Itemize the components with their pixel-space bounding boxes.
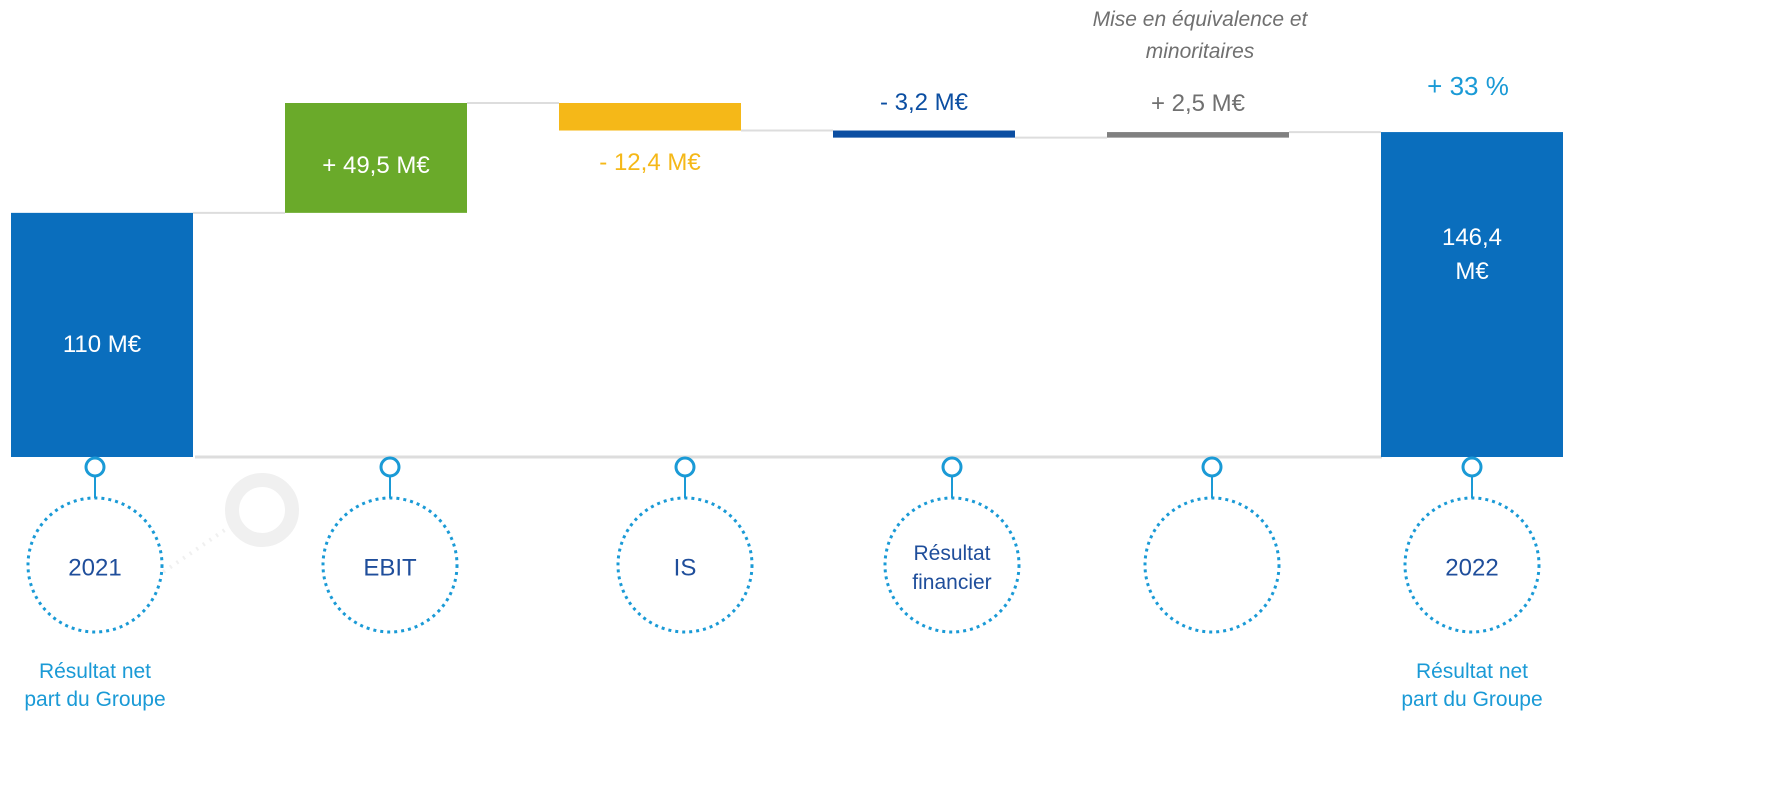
category-label: IS	[673, 554, 697, 582]
marker-dot	[941, 456, 963, 478]
category-label: 2021	[68, 554, 122, 582]
marker-dot	[1201, 456, 1223, 478]
category-label: EBIT	[363, 554, 417, 582]
bar	[1107, 132, 1289, 138]
marker-dot	[1461, 456, 1483, 478]
category-circle	[26, 496, 164, 634]
value-label: - 3,2 M€	[879, 88, 969, 116]
value-label: 146,4 M€	[1441, 223, 1503, 285]
decoration	[135, 523, 234, 592]
category-label: 2022	[1445, 554, 1499, 582]
bar	[1381, 132, 1563, 457]
annotation: + 33 %	[1427, 71, 1509, 101]
decoration	[225, 473, 299, 547]
value-label: - 12,4 M€	[599, 148, 701, 176]
bar	[559, 103, 741, 131]
category-circle	[321, 496, 459, 634]
category-circle	[1143, 496, 1281, 634]
category-circle	[616, 496, 754, 634]
category-circle	[1403, 496, 1541, 634]
subtitle: Résultat net part du Groupe	[1401, 660, 1543, 711]
subtitle: Résultat net part du Groupe	[24, 660, 166, 711]
marker-dot	[84, 456, 106, 478]
category-label: Résultat financier	[912, 542, 992, 594]
value-label: + 49,5 M€	[322, 151, 430, 179]
marker-dot	[379, 456, 401, 478]
value-label: 110 M€	[62, 330, 142, 358]
bar	[833, 130, 1015, 138]
marker-dot	[674, 456, 696, 478]
annotation: Mise en équivalence et minoritaires	[1092, 8, 1308, 63]
value-label: + 2,5 M€	[1150, 90, 1246, 118]
bar	[285, 103, 467, 213]
bar	[11, 212, 193, 457]
category-circle	[883, 496, 1021, 634]
